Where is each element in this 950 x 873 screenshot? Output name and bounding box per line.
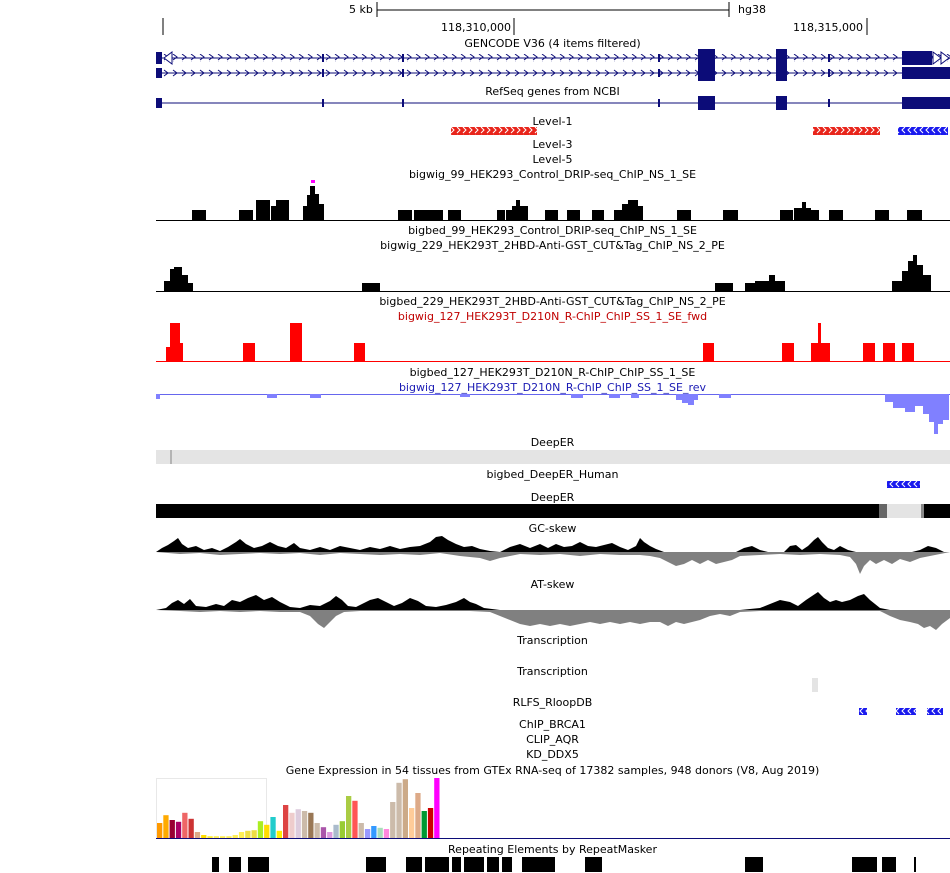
transcription2-track[interactable] — [0, 677, 950, 693]
repeatmasker-track[interactable] — [0, 855, 950, 873]
refseq-track-label[interactable]: RefSeq genes from NCBI — [485, 85, 620, 98]
gtex-bar[interactable] — [276, 830, 282, 838]
transcription2-track-label[interactable]: Transcription — [517, 665, 588, 678]
gtex-bar[interactable] — [346, 796, 352, 838]
gtex-bar[interactable] — [238, 832, 245, 838]
gtex-bar[interactable] — [364, 829, 371, 838]
gtex-bar[interactable] — [163, 815, 169, 838]
brca1-track-label[interactable]: ChIP_BRCA1 — [519, 718, 586, 731]
bigwig127rev-track[interactable] — [0, 393, 950, 435]
gtex-bar[interactable] — [207, 836, 213, 838]
gtex-bar[interactable] — [371, 826, 377, 838]
gtex-bar[interactable] — [194, 832, 201, 838]
gtex-bar[interactable] — [415, 793, 421, 838]
gtex-bar[interactable] — [409, 808, 415, 838]
deeper1-track[interactable] — [0, 450, 950, 465]
bigwig99-track[interactable] — [0, 180, 950, 222]
level1-track-label[interactable]: Level-1 — [532, 115, 573, 128]
gtex-bar[interactable] — [289, 812, 295, 838]
rlfs-track[interactable] — [0, 707, 950, 717]
gcskew-track-label[interactable]: GC-skew — [528, 522, 577, 535]
gtex-bar[interactable] — [283, 805, 289, 838]
transcription1-track-label[interactable]: Transcription — [517, 634, 588, 647]
gtex-bar[interactable] — [175, 821, 182, 838]
atskew-track-label[interactable]: AT-skew — [530, 578, 575, 591]
gtex-bar[interactable] — [308, 812, 314, 838]
gtex-bar[interactable] — [169, 820, 175, 838]
gtex-bar[interactable] — [320, 827, 327, 838]
gtex-bar[interactable] — [251, 830, 257, 838]
gtex-bar[interactable] — [264, 824, 270, 838]
bigwig127rev-track-label[interactable]: bigwig_127_HEK293T_D210N_R-ChIP_ChIP_SS_… — [398, 381, 707, 394]
gtex-track-label[interactable]: Gene Expression in 54 tissues from GTEx … — [285, 764, 820, 777]
gtex-bar[interactable] — [390, 802, 396, 838]
gencode-track[interactable] — [0, 45, 950, 85]
gtex-bar[interactable] — [182, 812, 188, 838]
gtex-bar[interactable] — [377, 827, 383, 838]
gtex-bar[interactable] — [270, 817, 276, 838]
assembly-label: hg38 — [738, 3, 766, 16]
gtex-bar[interactable] — [339, 821, 345, 838]
deeper2-track[interactable] — [0, 504, 950, 519]
gtex-bar[interactable] — [220, 836, 226, 838]
gtex-bar[interactable] — [427, 808, 434, 838]
gtex-track[interactable] — [0, 776, 950, 840]
refseq-track[interactable] — [0, 96, 950, 112]
gtex-bar[interactable] — [396, 782, 402, 838]
level3-track-label[interactable]: Level-3 — [532, 138, 573, 151]
bigbed-deeper-track-label[interactable]: bigbed_DeepER_Human — [486, 468, 619, 481]
gtex-bar[interactable] — [213, 836, 219, 838]
scale-label: 5 kb — [349, 3, 373, 16]
bigwig99-track-label[interactable]: bigwig_99_HEK293_Control_DRIP-seq_ChIP_N… — [408, 168, 697, 181]
repeatmasker-track-label[interactable]: Repeating Elements by RepeatMasker — [448, 843, 657, 856]
ruler-tick-1: 118,310,000 — [441, 21, 511, 34]
gtex-bar[interactable] — [157, 823, 163, 838]
gtex-bar[interactable] — [188, 818, 194, 838]
bigwig127fwd-track-label[interactable]: bigwig_127_HEK293T_D210N_R-ChIP_ChIP_SS_… — [397, 310, 708, 323]
deeper1-track-label[interactable]: DeepER — [530, 436, 575, 449]
rlfs-track-label[interactable]: RLFS_RloopDB — [512, 696, 593, 709]
level1-track[interactable] — [0, 126, 950, 136]
gtex-bar[interactable] — [383, 829, 390, 838]
gencode-transcript-2 — [156, 65, 950, 81]
gtex-bar[interactable] — [232, 835, 238, 838]
gtex-bar[interactable] — [257, 821, 264, 838]
aqr-track-label[interactable]: CLIP_AQR — [526, 733, 579, 746]
bigwig229-track[interactable] — [0, 251, 950, 293]
gencode-transcript-1 — [156, 49, 950, 67]
deeper2-track-label[interactable]: DeepER — [530, 491, 575, 504]
gtex-bar[interactable] — [333, 824, 339, 838]
gtex-bar[interactable] — [358, 823, 364, 838]
gtex-bar[interactable] — [421, 811, 427, 838]
atskew-track[interactable] — [0, 588, 950, 632]
ddx5-track-label[interactable]: KD_DDX5 — [526, 748, 579, 761]
bigwig127fwd-track[interactable] — [0, 321, 950, 363]
gtex-bar[interactable] — [226, 836, 232, 838]
bigwig229-track-label[interactable]: bigwig_229_HEK293T_2HBD-Anti-GST_CUT&Tag… — [380, 239, 725, 252]
gtex-bar[interactable] — [327, 832, 333, 838]
gtex-bar[interactable] — [295, 809, 301, 838]
gtex-bar[interactable] — [245, 830, 251, 838]
gtex-bar[interactable] — [434, 778, 440, 838]
gtex-bar[interactable] — [301, 811, 308, 838]
bigbed127-track-label[interactable]: bigbed_127_HEK293T_D210N_R-ChIP_ChIP_SS_… — [409, 366, 696, 379]
gtex-bar[interactable] — [314, 823, 320, 838]
gcskew-track[interactable] — [0, 534, 950, 578]
gtex-bar[interactable] — [201, 835, 207, 838]
gencode-track-label[interactable]: GENCODE V36 (4 items filtered) — [464, 37, 641, 50]
level5-track-label[interactable]: Level-5 — [532, 153, 573, 166]
bigbed-deeper-track[interactable] — [0, 480, 950, 490]
bigbed99-track-label[interactable]: bigbed_99_HEK293_Control_DRIP-seq_ChIP_N… — [408, 224, 697, 237]
gtex-bar[interactable] — [402, 779, 408, 838]
bigbed229-track-label[interactable]: bigbed_229_HEK293T_2HBD-Anti-GST_CUT&Tag… — [379, 295, 726, 308]
gtex-bar[interactable] — [352, 800, 358, 838]
ruler-tick-2: 118,315,000 — [793, 21, 863, 34]
